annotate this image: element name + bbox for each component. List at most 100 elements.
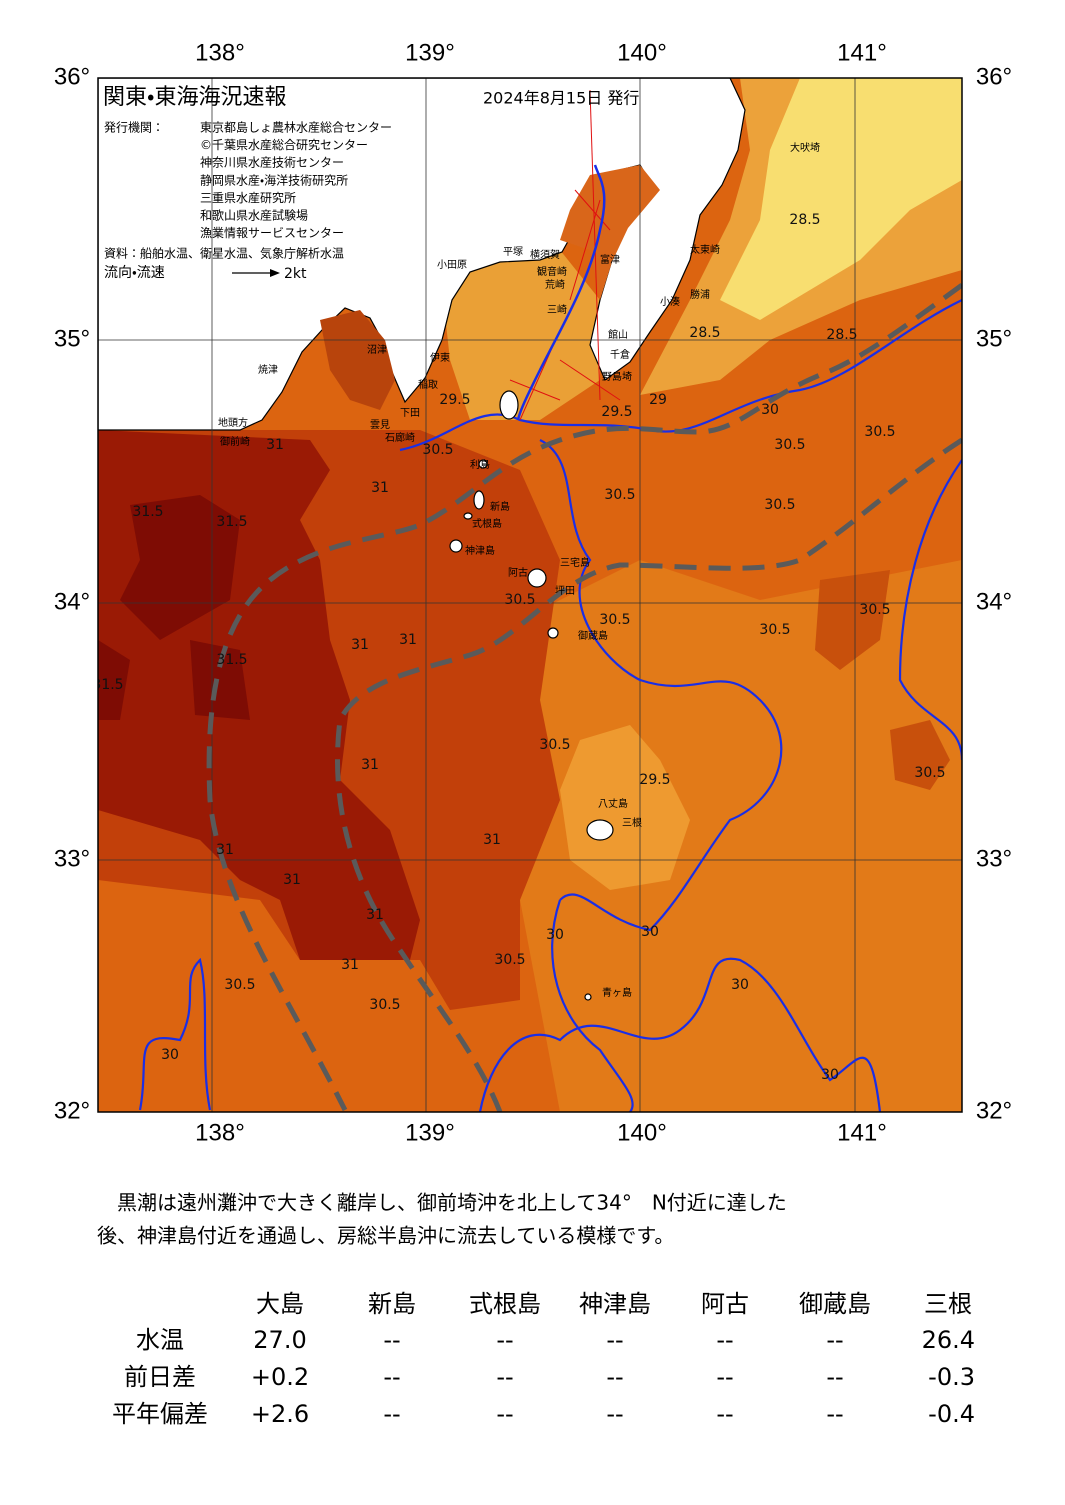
contour-label: 30.5 [494,952,525,968]
table-header: 式根島 [469,1290,541,1318]
contour-label: 30.5 [774,437,805,453]
contour-label: 31 [361,757,379,773]
place-name: 式根島 [472,517,502,530]
contour-label: 31.5 [216,652,247,668]
place-name: 坪田 [555,584,575,597]
contour-label: 30.5 [764,497,795,513]
place-name: 下田 [400,408,420,419]
lon-label: 141° [837,1119,887,1146]
table-cell: -- [606,1400,623,1428]
flow-unit: 2kt [284,266,307,282]
contour-label: 29.5 [439,392,470,408]
place-name: 伊東 [430,351,450,364]
contour-label: 30.5 [224,977,255,993]
lon-label: 138° [195,1119,245,1146]
lon-label: 140° [617,39,667,66]
contour-label: 31.5 [92,677,123,693]
contour-label: 30.5 [759,622,790,638]
place-name: 野島埼 [602,370,632,383]
publisher: 和歌山県水産試験場 [200,208,308,223]
table-header: 御蔵島 [799,1290,871,1318]
lat-label: 35° [54,325,90,352]
place-name: 荒崎 [545,278,565,291]
sst-region [520,560,962,1112]
lat-label: 32° [54,1097,90,1124]
place-name: 富津 [600,253,620,266]
place-name: 稲取 [418,379,438,391]
publisher: 神奈川県水産技術センター [200,155,344,170]
table-cell: +0.2 [251,1363,309,1391]
kuroshio-axis [206,282,962,1112]
lon-label: 141° [837,39,887,66]
table-header: 阿古 [701,1290,749,1318]
sst-region [98,640,130,720]
place-name: 勝浦 [690,288,710,301]
sst-region [720,78,962,320]
contour-label: 31 [341,957,359,973]
contour-label: 30.5 [864,424,895,440]
contour-label: 29 [649,392,667,408]
sst-region [440,250,600,420]
lon-label: 139° [405,39,455,66]
lat-label: 36° [976,63,1012,90]
contour-label: 30 [761,402,779,418]
place-name: 小湊 [660,295,680,308]
table-header: 三根 [924,1290,972,1318]
issue-date: 2024年8月15日 発行 [483,89,639,108]
islands [449,390,614,1001]
table-cell: -- [606,1363,623,1391]
table-cell: +2.6 [251,1400,309,1428]
publisher: 漁業情報サービスセンター [200,226,344,240]
table-cell: -- [826,1363,843,1391]
bay [320,310,395,410]
place-name: 地頭方 [218,416,248,429]
contour-label: 31 [266,437,284,453]
table-cell: -0.3 [928,1363,975,1391]
contour-label: 30.5 [859,602,890,618]
lon-label: 138° [195,39,245,66]
table-cell: -- [383,1400,400,1428]
publisher: 三重県水産研究所 [200,191,296,205]
sst-region [190,640,250,720]
graticule [98,78,962,1112]
table-cell: -0.4 [928,1400,975,1428]
lat-label: 35° [976,325,1012,352]
place-name: 焼津 [258,364,278,376]
place-name: 大吠埼 [790,141,820,154]
place-name: 観音崎 [537,265,567,278]
contour-label: 31 [399,632,417,648]
table-header: 大島 [256,1290,304,1318]
table-cell: -- [496,1326,513,1354]
contour-label: 30.5 [914,765,945,781]
bay [560,165,660,300]
map: 28.5 28.5 29 29.5 30 30.5 30.5 31 31 31.5 31.5 30.5… [92,78,962,1112]
row-label: 前日差 [124,1363,196,1391]
sst-region [890,720,950,790]
contour-label: 31 [351,637,369,653]
publisher: 静岡県水産・海洋技術研究所 [200,172,348,187]
lat-label: 34° [976,588,1012,615]
contour-label: 28.5 [826,327,857,343]
contour-label: 30.5 [422,442,453,458]
table-header: 神津島 [579,1290,651,1318]
table-cell: -- [383,1363,400,1391]
place-name: 館山 [608,328,628,341]
table-cell: -- [383,1326,400,1354]
lon-label: 139° [405,1119,455,1146]
contour-label: 30.5 [539,737,570,753]
table-cell: 27.0 [253,1326,306,1354]
bay-current [516,164,606,421]
place-name: 千倉 [610,349,630,361]
row-label: 平年偏差 [112,1400,208,1428]
place-name: 三宅島 [560,556,590,569]
table-cell: -- [716,1326,733,1354]
table-cell: -- [716,1363,733,1391]
summary-line: 黒潮は遠州灘沖で大きく離岸し、御前埼沖を北上して34° N付近に達した [97,1191,787,1215]
contour-label: 30 [731,977,749,993]
table-cell: 26.4 [922,1326,975,1354]
flow-vectors [509,89,621,421]
lat-label: 32° [976,1097,1012,1124]
table-cell: -- [496,1400,513,1428]
place-name: 石廊崎 [385,431,415,444]
